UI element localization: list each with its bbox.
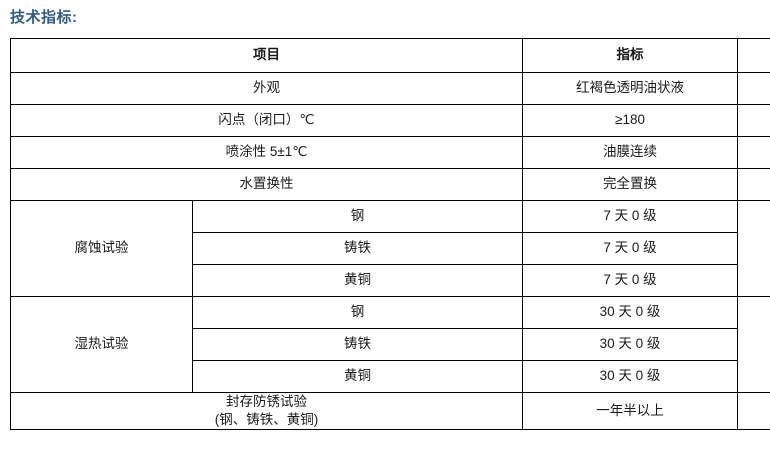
group-label-corrosion: 腐蚀试验 [10,200,193,297]
cell-spec: 7 天 0 级 [522,232,738,265]
cell-spec: 7 天 0 级 [522,200,738,233]
column-header-method: 测试方法 [737,38,770,73]
table-header: 项目 指标 测试方法 [10,38,770,73]
cell-spec: 油膜连续 [522,136,738,169]
cell-item-rust-prevention: 封存防锈试验 (钢、铸铁、黄铜) [10,391,523,431]
cell-spec: 30 天 0 级 [522,328,738,361]
cell-item: 闪点（闭口）℃ [10,104,523,137]
cell-method-corrosion: SY2752-77S [737,200,770,297]
cell-method: GB4879 – 85B22 [737,168,770,201]
technical-spec-table: 项目 指标 测试方法 外观 红褐色透明油状液 目测 闪点（闭口）℃ ≥180 G… [10,38,770,431]
spec-table-container: 项目 指标 测试方法 外观 红褐色透明油状液 目测 闪点（闭口）℃ ≥180 G… [10,38,770,431]
cell-material: 黄铜 [192,264,523,297]
cell-spec: 完全置换 [522,168,738,201]
table-row: 腐蚀试验 钢 7 天 0 级 SY2752-77S [10,200,770,297]
group-label-humidity: 湿热试验 [10,296,193,393]
cell-method: 目测 [737,391,770,431]
table-row: 黄铜 30 天 0 级 [11,360,770,393]
cell-spec: 30 天 0 级 [522,296,738,329]
header-row: 项目 指标 测试方法 [10,38,770,73]
cell-material: 铸铁 [192,328,523,361]
cell-material: 黄铜 [192,360,523,393]
column-header-spec: 指标 [522,38,738,73]
cell-method: 目测 [737,72,770,105]
cell-method-humidity: GB/T2361 – 80 [737,296,770,393]
cell-item: 喷涂性 5±1℃ [10,136,523,169]
column-header-item: 项目 [10,38,523,73]
table-row: 封存防锈试验 (钢、铸铁、黄铜) 一年半以上 目测 [10,391,770,431]
cell-material: 铸铁 [192,232,523,265]
cell-spec: 7 天 0 级 [522,264,738,297]
cell-spec: 一年半以上 [522,391,738,431]
cell-spec: 红褐色透明油状液 [522,72,738,105]
table-body: 外观 红褐色透明油状液 目测 闪点（闭口）℃ ≥180 GB 261 – 77 … [10,72,770,431]
rust-prevention-line2: (钢、铸铁、黄铜) [214,412,319,428]
table-row: 喷涂性 5±1℃ 油膜连续 GB4879 – 85B21 [10,136,770,169]
cell-item: 外观 [10,72,523,105]
table-row: 闪点（闭口）℃ ≥180 GB 261 – 77 [10,104,770,137]
table-row: 铸铁 30 天 0 级 [11,328,770,361]
rust-prevention-line1: 封存防锈试验 [226,394,307,409]
cell-method: GB4879 – 85B21 [737,136,770,169]
cell-material: 钢 [192,296,523,329]
table-row: 铸铁 7 天 0 级 [11,232,770,265]
table-row: 湿热试验 钢 30 天 0 级 GB/T2361 – 80 [10,296,770,393]
page-title: 技术指标: [10,9,78,26]
cell-item: 水置换性 [10,168,523,201]
cell-spec: ≥180 [522,104,738,137]
table-row: 外观 红褐色透明油状液 目测 [10,72,770,105]
cell-spec: 30 天 0 级 [522,360,738,393]
cell-method: GB 261 – 77 [737,104,770,137]
table-row: 水置换性 完全置换 GB4879 – 85B22 [10,168,770,201]
cell-material: 钢 [192,200,523,233]
